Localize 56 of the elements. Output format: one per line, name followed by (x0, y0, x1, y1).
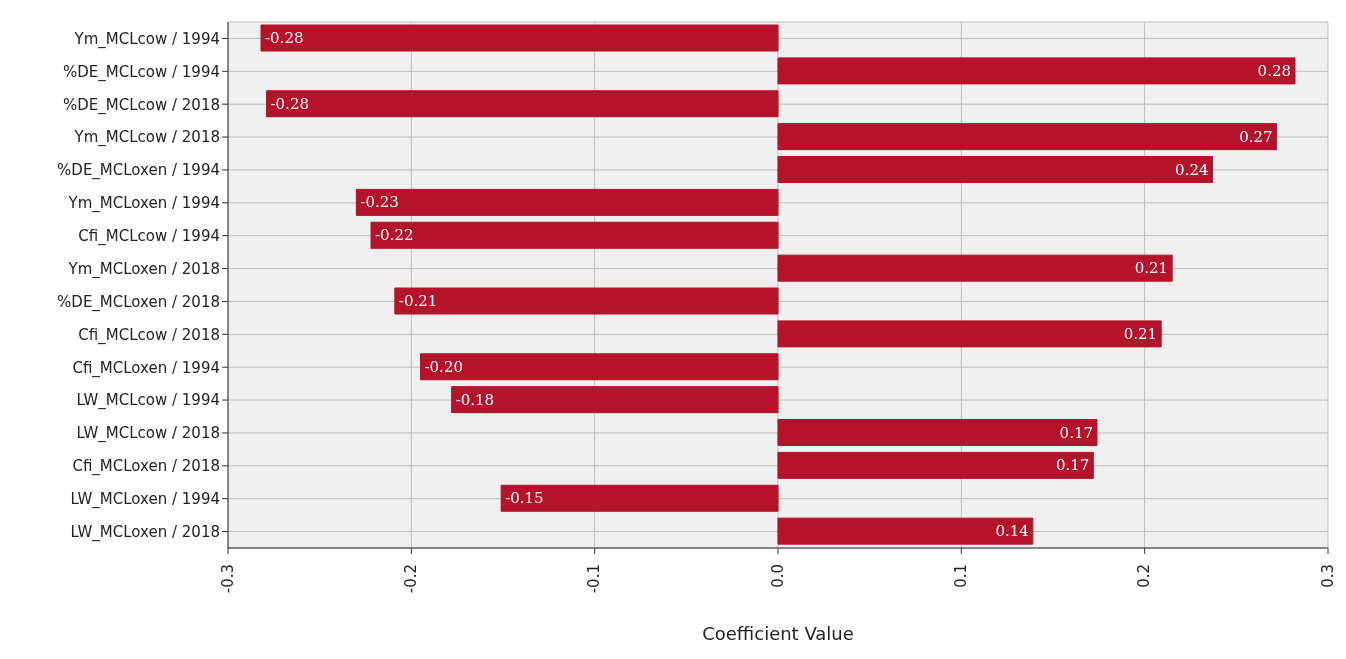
y-tick-label: Ym_MCLcow / 1994 (73, 29, 220, 49)
x-tick-label: 0.3 (1318, 564, 1337, 588)
bar (777, 123, 1278, 151)
data-label: 0.24 (1175, 160, 1209, 179)
x-tick-label: 0.0 (768, 564, 787, 588)
data-label: -0.18 (455, 390, 495, 409)
data-label: 0.17 (1055, 456, 1090, 475)
x-tick-label: 0.2 (1135, 564, 1154, 588)
y-tick-label: Cfi_MCLoxen / 2018 (72, 457, 220, 477)
y-tick-label: Cfi_MCLcow / 2018 (78, 325, 220, 345)
y-tick-label: %DE_MCLoxen / 2018 (57, 292, 220, 312)
bar (500, 484, 779, 512)
x-tick-label: -0.3 (218, 564, 237, 594)
bar (777, 419, 1098, 446)
data-label: -0.23 (360, 193, 399, 212)
data-label: -0.21 (398, 292, 438, 310)
y-tick-label: Ym_MCLoxen / 1994 (67, 194, 220, 214)
bar (266, 90, 779, 118)
data-label: 0.28 (1257, 61, 1291, 80)
data-label: 0.21 (1134, 259, 1169, 278)
y-tick-label: Ym_MCLoxen / 2018 (67, 259, 220, 279)
y-tick-label: LW_MCLoxen / 2018 (70, 522, 220, 542)
y-tick-label: %DE_MCLcow / 1994 (62, 62, 220, 82)
y-tick-label: LW_MCLcow / 2018 (76, 424, 220, 444)
data-label: 0.21 (1123, 324, 1158, 343)
x-tick-label: -0.1 (585, 564, 604, 594)
data-label: 0.27 (1239, 127, 1273, 146)
x-tick-label: 0.1 (951, 564, 970, 588)
data-label: -0.20 (424, 357, 463, 376)
bar (777, 320, 1162, 348)
y-tick-label: LW_MCLoxen / 1994 (70, 490, 220, 510)
bar (260, 24, 779, 52)
data-label: 0.14 (995, 522, 1029, 541)
bar (451, 386, 779, 414)
x-tick-label: -0.2 (401, 564, 420, 594)
bar (777, 451, 1094, 479)
bar (777, 254, 1173, 282)
data-label: -0.28 (265, 29, 304, 47)
bar (777, 57, 1296, 85)
data-label: -0.28 (270, 94, 309, 113)
y-tick-label: %DE_MCLcow / 2018 (62, 95, 220, 115)
data-label: -0.22 (375, 226, 414, 245)
data-label: 0.17 (1059, 423, 1093, 442)
bar (355, 188, 779, 216)
bar (777, 517, 1034, 545)
bar (777, 156, 1213, 183)
y-tick-label: Ym_MCLcow / 2018 (73, 128, 220, 148)
bar (420, 353, 779, 381)
y-tick-label: Cfi_MCLcow / 1994 (78, 227, 220, 247)
y-tick-label: LW_MCLcow / 1994 (76, 391, 220, 411)
bar (370, 221, 779, 249)
data-label: -0.15 (505, 489, 544, 508)
bar (394, 287, 779, 315)
x-axis-title: Coefficient Value (702, 623, 854, 644)
y-tick-label: %DE_MCLoxen / 1994 (57, 161, 220, 181)
y-tick-label: Cfi_MCLoxen / 1994 (72, 358, 220, 378)
